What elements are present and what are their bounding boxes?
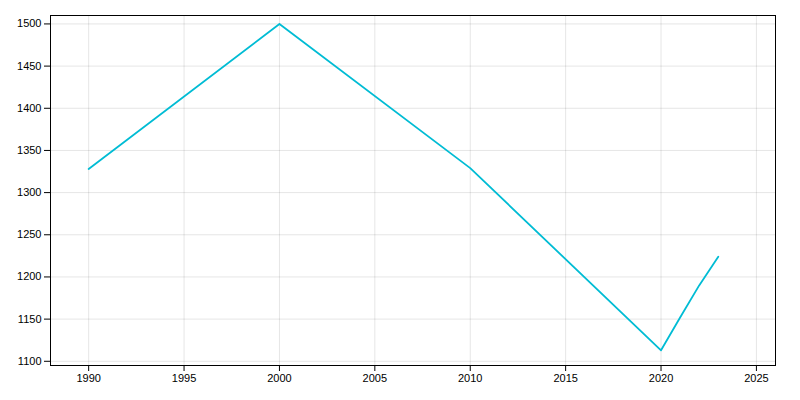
svg-text:1500: 1500 (17, 17, 41, 29)
svg-text:1350: 1350 (17, 144, 41, 156)
svg-text:2025: 2025 (744, 372, 768, 384)
svg-text:2015: 2015 (553, 372, 577, 384)
svg-text:1450: 1450 (17, 60, 41, 72)
svg-text:1100: 1100 (18, 355, 42, 367)
svg-text:2005: 2005 (363, 372, 387, 384)
svg-text:1150: 1150 (18, 313, 42, 325)
svg-text:1995: 1995 (172, 372, 196, 384)
svg-text:2010: 2010 (458, 372, 482, 384)
svg-text:1400: 1400 (17, 102, 41, 114)
svg-text:1990: 1990 (76, 372, 100, 384)
svg-text:1200: 1200 (17, 270, 41, 282)
svg-text:1300: 1300 (17, 186, 41, 198)
svg-text:1250: 1250 (17, 228, 41, 240)
svg-text:2000: 2000 (267, 372, 291, 384)
svg-text:2020: 2020 (649, 372, 673, 384)
